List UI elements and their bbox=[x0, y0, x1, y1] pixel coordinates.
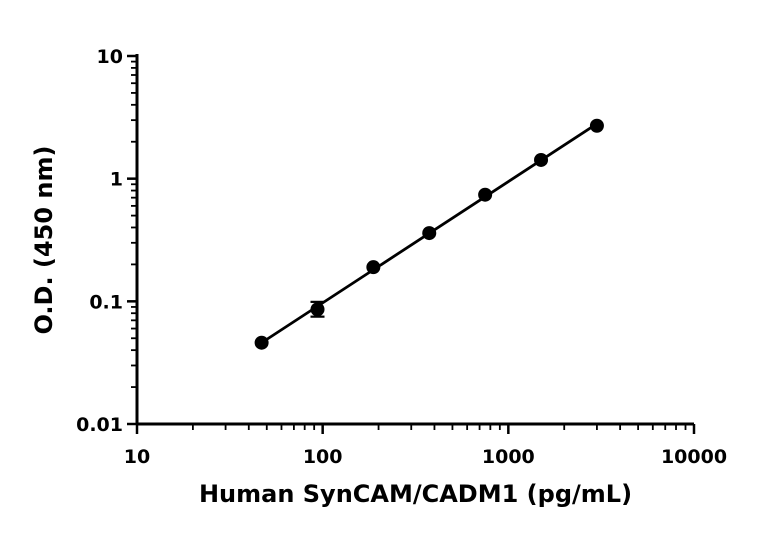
y-axis: 0.01 0.1 1 10 bbox=[76, 46, 139, 436]
y-tick-label: 10 bbox=[97, 46, 123, 68]
plot-area: 0.01 0.1 1 10 10 100 1000 10000 bbox=[76, 46, 727, 468]
y-tick-label: 0.01 bbox=[76, 414, 123, 436]
data-point bbox=[254, 335, 269, 350]
data-point bbox=[534, 152, 549, 167]
data-point bbox=[422, 226, 437, 241]
x-tick-label: 100 bbox=[303, 446, 343, 468]
x-axis-label: Human SynCAM/CADM1 (pg/mL) bbox=[199, 480, 632, 508]
y-axis-label: O.D. (450 nm) bbox=[30, 146, 58, 335]
data-point bbox=[589, 118, 604, 133]
data-series bbox=[254, 118, 604, 350]
y-tick-label: 0.1 bbox=[89, 291, 123, 313]
data-point bbox=[310, 302, 325, 317]
y-tick-label: 1 bbox=[110, 169, 123, 191]
x-tick-label: 10 bbox=[124, 446, 150, 468]
x-tick-label: 1000 bbox=[482, 446, 535, 468]
data-point bbox=[366, 260, 381, 275]
x-tick-label: 10000 bbox=[661, 446, 727, 468]
x-axis: 10 100 1000 10000 bbox=[124, 422, 727, 468]
data-point bbox=[478, 187, 493, 202]
